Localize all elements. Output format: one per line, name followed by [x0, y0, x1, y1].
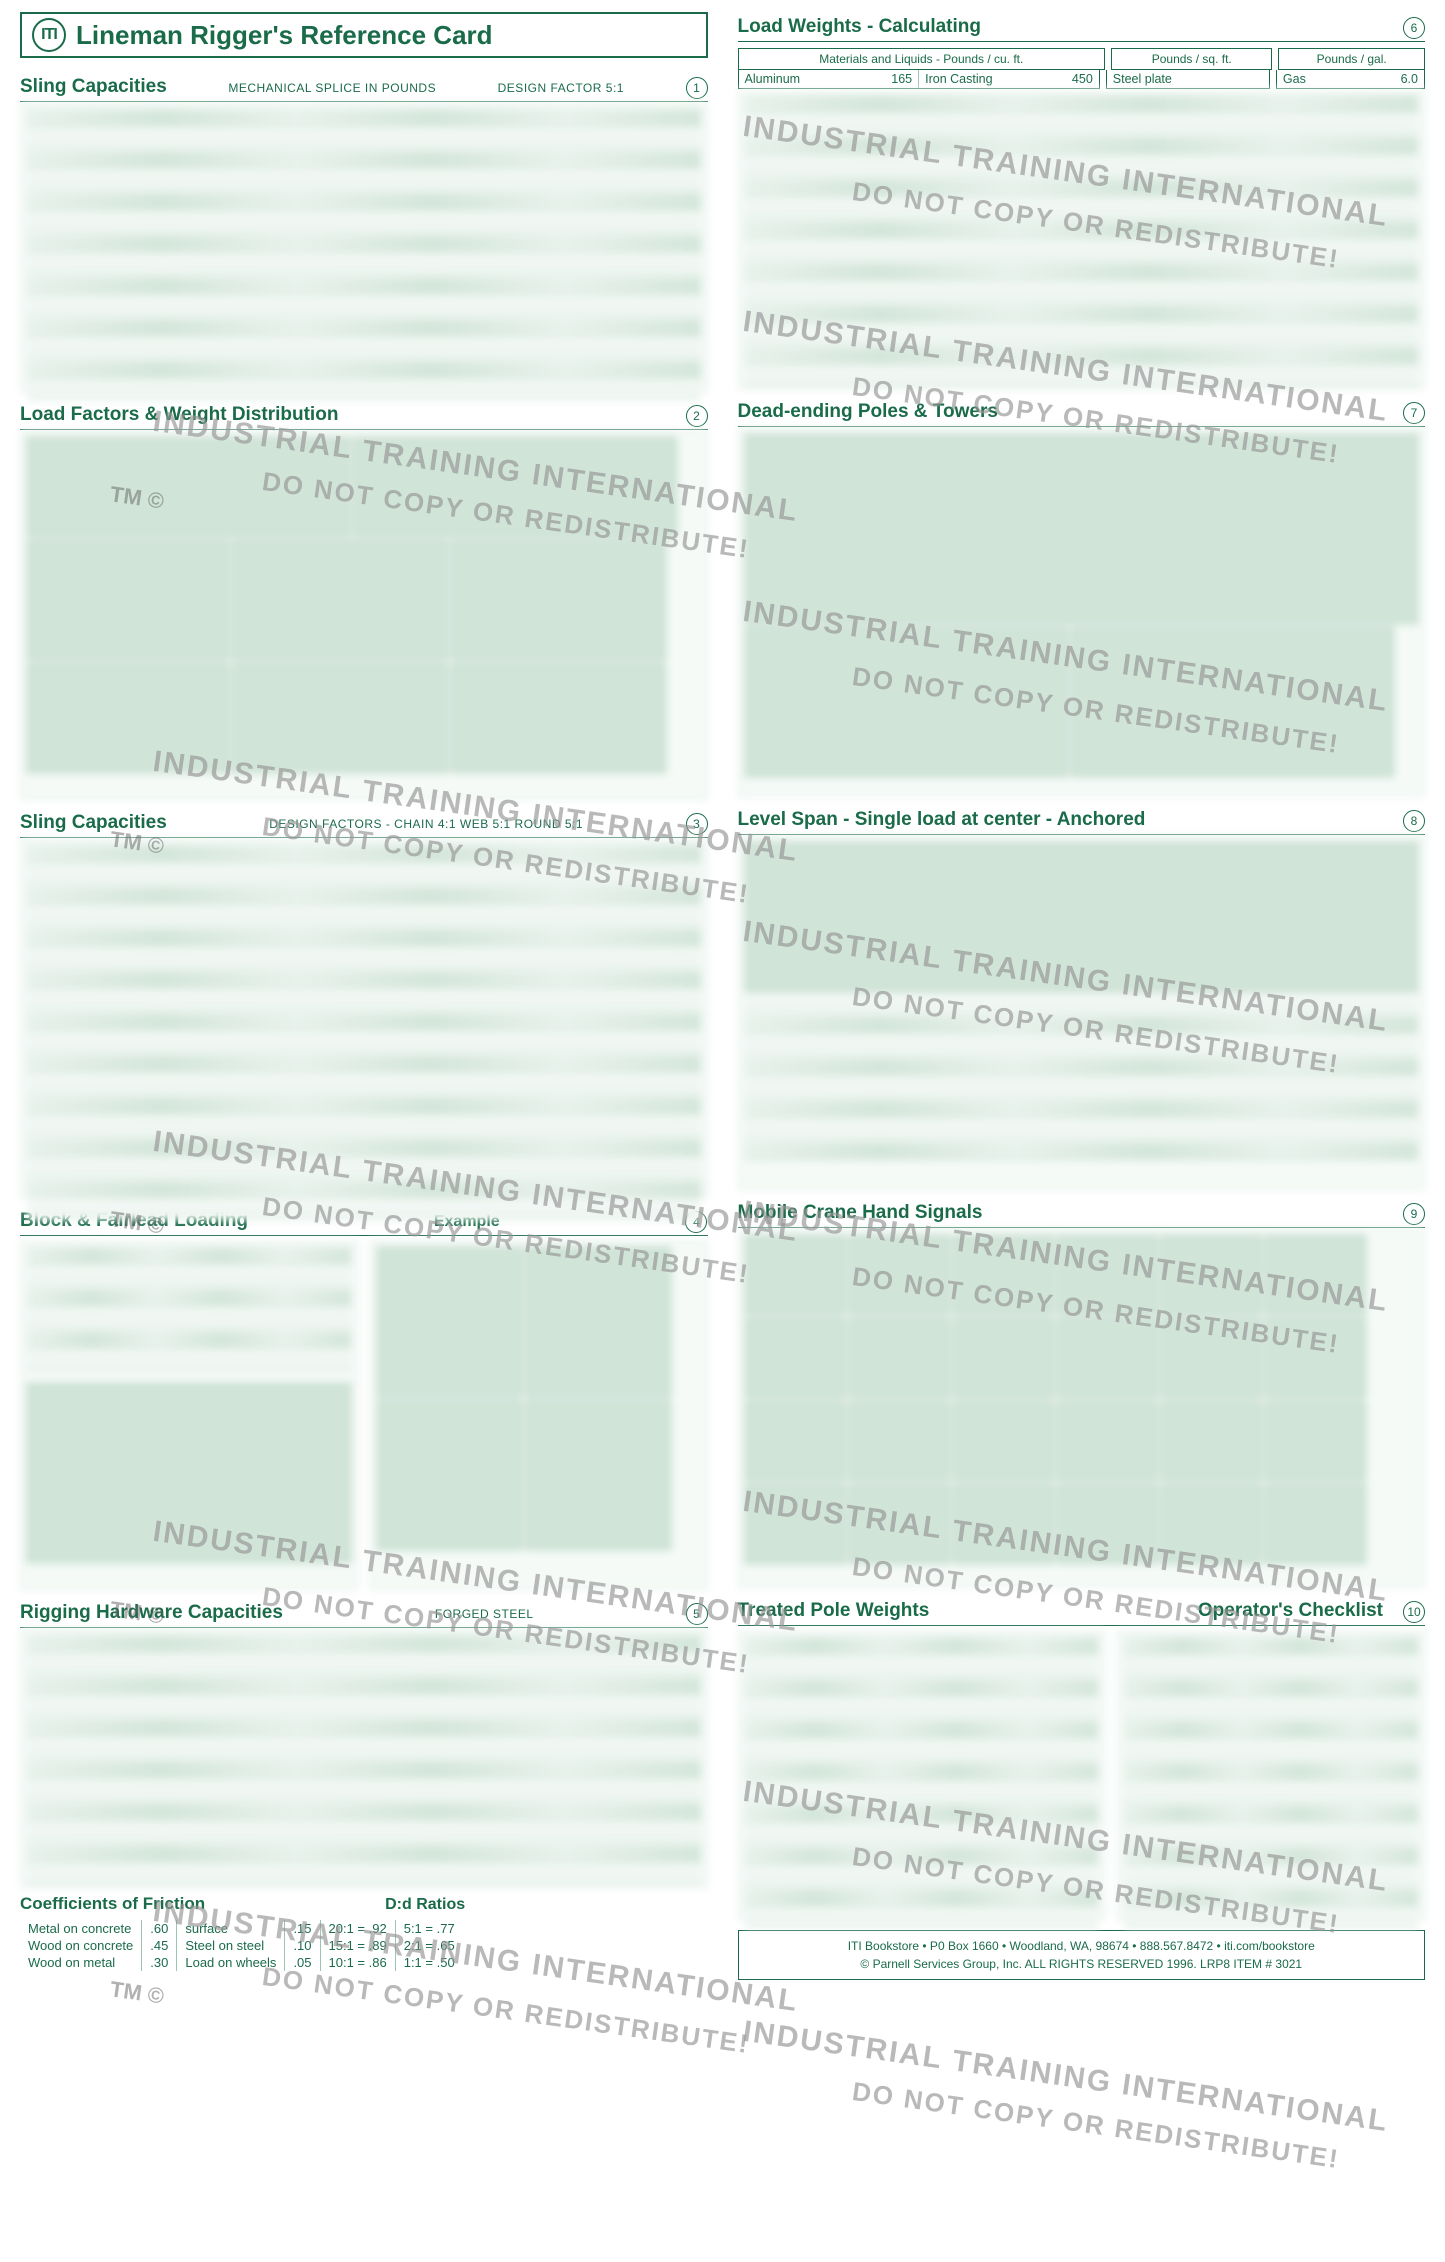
title-bar: ITI Lineman Rigger's Reference Card	[20, 12, 708, 58]
materials-col2: Pounds / sq. ft.	[1111, 48, 1272, 70]
section-9-signals	[738, 1228, 1426, 1588]
section-5-table	[20, 1628, 708, 1888]
friction-row: Wood on concrete.45Steel on steel.1015:1…	[20, 1937, 463, 1954]
card-title: Lineman Rigger's Reference Card	[76, 20, 493, 51]
section-1-sub: MECHANICAL SPLICE IN POUNDS	[228, 81, 436, 95]
section-1-head: Sling Capacities MECHANICAL SPLICE IN PO…	[20, 72, 708, 102]
right-column: Load Weights - Calculating 6 Materials a…	[738, 12, 1426, 2250]
section-7-num: 7	[1403, 402, 1425, 424]
section-8-num: 8	[1403, 810, 1425, 832]
section-7-title: Dead-ending Poles & Towers	[738, 401, 998, 423]
section-3-head: Sling Capacities DESIGN FACTORS - CHAIN …	[20, 808, 708, 838]
friction-title: Coefficients of Friction	[20, 1894, 205, 1914]
section-10-body	[738, 1630, 1426, 1920]
footer-line-2: © Parnell Services Group, Inc. ALL RIGHT…	[749, 1955, 1415, 1973]
section-5-title: Rigging Hardware Capacities	[20, 1602, 283, 1624]
section-8-title: Level Span - Single load at center - Anc…	[738, 809, 1146, 831]
dd-title: D:d Ratios	[385, 1896, 465, 1914]
section-5-sub: FORGED STEEL	[435, 1607, 534, 1621]
iti-logo: ITI	[32, 18, 66, 52]
friction-header: Coefficients of Friction D:d Ratios	[20, 1894, 708, 1914]
mat-ironcasting: Iron Casting	[925, 72, 992, 86]
section-1-title: Sling Capacities	[20, 76, 167, 98]
friction-row: Wood on metal.30Load on wheels.0510:1 = …	[20, 1954, 463, 1971]
section-6-head: Load Weights - Calculating 6	[738, 12, 1426, 42]
section-1-sub2: DESIGN FACTOR 5:1	[498, 81, 624, 95]
section-10b-title: Operator's Checklist	[1198, 1600, 1383, 1622]
section-6-num: 6	[1403, 17, 1425, 39]
materials-col1: Materials and Liquids - Pounds / cu. ft.	[738, 48, 1106, 70]
materials-col3: Pounds / gal.	[1278, 48, 1425, 70]
reference-card: ITI Lineman Rigger's Reference Card Slin…	[0, 0, 1445, 2262]
section-2-num: 2	[686, 405, 708, 427]
materials-first-row: Aluminum165 Iron Casting450 Steel plate …	[738, 70, 1426, 89]
mat-gas: Gas	[1283, 72, 1306, 86]
section-1-num: 1	[686, 77, 708, 99]
section-10a-title: Treated Pole Weights	[738, 1600, 930, 1622]
mat-steelplate: Steel plate	[1113, 72, 1172, 86]
section-3-num: 3	[686, 813, 708, 835]
mat-aluminum: Aluminum	[745, 72, 801, 86]
section-2-head: Load Factors & Weight Distribution 2	[20, 400, 708, 430]
materials-header-row: Materials and Liquids - Pounds / cu. ft.…	[738, 48, 1426, 70]
footer: ITI Bookstore • P0 Box 1660 • Woodland, …	[738, 1930, 1426, 1980]
section-9-num: 9	[1403, 1203, 1425, 1225]
section-3-table	[20, 838, 708, 1198]
section-4-body	[20, 1240, 708, 1590]
section-5-head: Rigging Hardware Capacities FORGED STEEL…	[20, 1598, 708, 1628]
section-8-head: Level Span - Single load at center - Anc…	[738, 805, 1426, 835]
section-3-title: Sling Capacities	[20, 812, 167, 834]
section-1-table	[20, 102, 708, 392]
section-2-diagram	[20, 430, 708, 800]
friction-table: Metal on concrete.60surface.1520:1 = .92…	[20, 1920, 708, 1971]
section-9-title: Mobile Crane Hand Signals	[738, 1202, 983, 1224]
section-10-head: Treated Pole Weights Operator's Checklis…	[738, 1596, 1426, 1626]
section-2-title: Load Factors & Weight Distribution	[20, 404, 338, 426]
section-5-num: 5	[686, 1603, 708, 1625]
section-7-head: Dead-ending Poles & Towers 7	[738, 397, 1426, 427]
left-column: ITI Lineman Rigger's Reference Card Slin…	[20, 12, 708, 2250]
section-6-table	[738, 89, 1426, 389]
section-7-diagram	[738, 427, 1426, 797]
section-10-num: 10	[1403, 1601, 1425, 1623]
section-6-title: Load Weights - Calculating	[738, 16, 982, 38]
section-9-head: Mobile Crane Hand Signals 9	[738, 1198, 1426, 1228]
section-3-sub: DESIGN FACTORS - CHAIN 4:1 WEB 5:1 ROUND…	[269, 817, 583, 831]
section-8-diagram	[738, 835, 1426, 1190]
friction-row: Metal on concrete.60surface.1520:1 = .92…	[20, 1920, 463, 1937]
footer-line-1: ITI Bookstore • P0 Box 1660 • Woodland, …	[749, 1937, 1415, 1955]
